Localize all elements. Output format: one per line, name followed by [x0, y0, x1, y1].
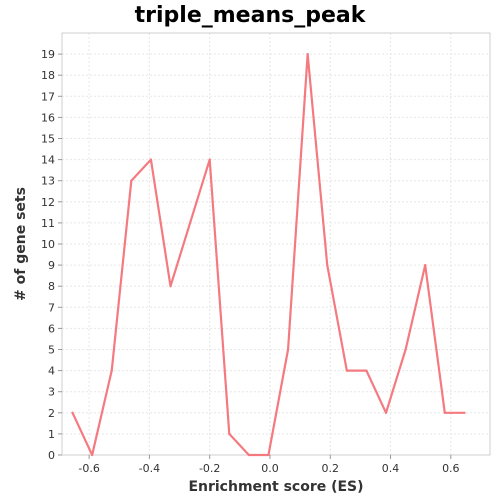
data-point [384, 411, 388, 414]
x-axis-title: Enrichment score (ES) [188, 479, 363, 495]
data-point [326, 264, 329, 267]
y-tick-label: 14 [41, 154, 55, 167]
y-tick-label: 9 [48, 259, 55, 272]
x-tick-label: 0.2 [322, 462, 340, 475]
data-point [267, 453, 270, 457]
data-point [188, 221, 192, 224]
data-point [345, 369, 348, 372]
y-tick-label: 2 [48, 407, 55, 420]
y-tick-label: 12 [41, 196, 55, 209]
data-point [110, 369, 113, 372]
y-tick-label: 16 [41, 111, 55, 124]
y-tick-label: 3 [48, 386, 55, 399]
y-tick-label: 0 [48, 449, 55, 462]
y-tick-label: 15 [41, 133, 55, 146]
data-point [424, 264, 427, 267]
data-point [306, 53, 309, 56]
data-point [71, 411, 74, 414]
grid-lines [62, 33, 490, 456]
x-tick-label: 0.4 [382, 462, 400, 475]
data-point [365, 369, 368, 372]
y-tick-label: 11 [41, 217, 55, 230]
data-point [443, 411, 446, 414]
chart-title: triple_means_peak [134, 3, 366, 28]
data-point [208, 158, 211, 161]
x-tick-label: 0.6 [442, 462, 460, 475]
data-point [463, 411, 466, 414]
y-tick-label: 7 [48, 301, 55, 314]
y-tick-label: 13 [41, 175, 55, 188]
data-point [247, 453, 250, 457]
data-point [91, 453, 94, 457]
data-point [130, 179, 133, 182]
x-tick-label: -0.2 [199, 462, 220, 475]
data-point [149, 158, 153, 161]
data-point [404, 348, 407, 351]
series-line [71, 52, 466, 457]
x-tick-label: 0.0 [261, 462, 279, 475]
data-point [169, 285, 172, 288]
y-tick-label: 10 [41, 238, 55, 251]
y-tick-label: 4 [48, 365, 55, 378]
y-tick-label: 19 [41, 48, 55, 61]
y-tick-label: 17 [41, 90, 55, 103]
data-point [286, 348, 290, 351]
y-tick-label: 8 [48, 280, 55, 293]
y-tick-label: 6 [48, 322, 55, 335]
y-tick-label: 5 [48, 344, 55, 357]
x-tick-label: -0.6 [78, 462, 99, 475]
series-layer [71, 52, 466, 457]
data-point [228, 432, 231, 435]
x-tick-label: -0.4 [139, 462, 160, 475]
y-tick-label: 1 [48, 428, 55, 441]
y-tick-label: 18 [41, 69, 55, 82]
y-axis-title: # of gene sets [13, 187, 29, 301]
